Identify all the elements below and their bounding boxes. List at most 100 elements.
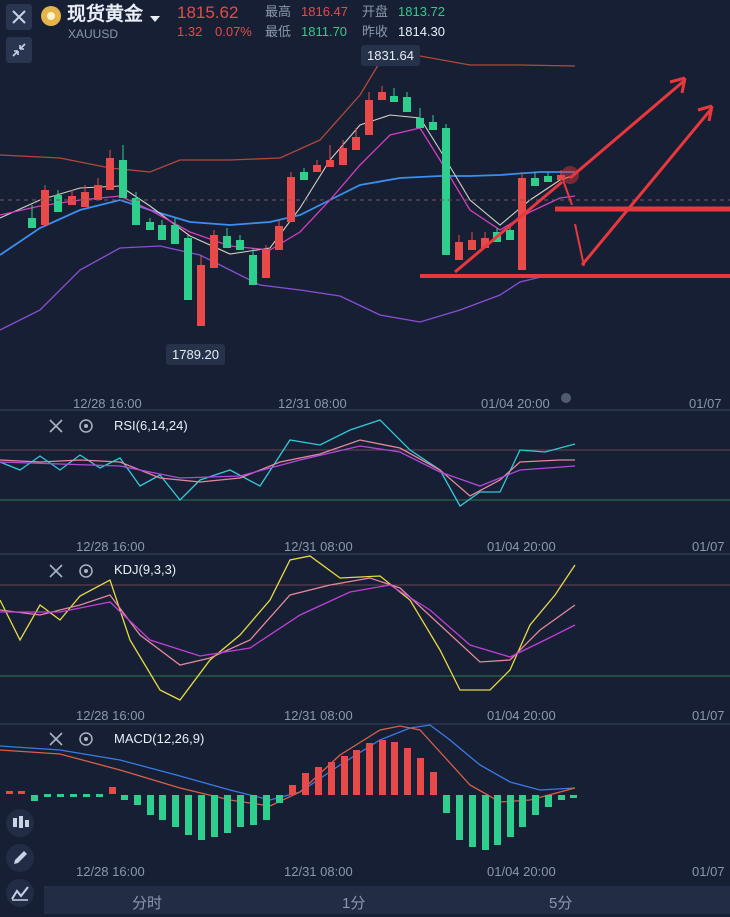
macd-histogram-bar — [57, 794, 64, 797]
macd-histogram-bar — [250, 795, 257, 825]
shrink-button[interactable] — [6, 37, 32, 63]
macd-histogram-bar — [237, 795, 244, 827]
candle — [236, 240, 244, 250]
pencil-icon — [14, 851, 27, 864]
high-value: 1816.47 — [301, 4, 348, 19]
tab-timeshare[interactable]: 分时 — [132, 895, 163, 912]
tab-1min[interactable]: 1分 — [342, 895, 366, 912]
candle — [262, 250, 270, 278]
kdj-k-line — [0, 577, 576, 666]
draw-tool-button[interactable] — [6, 844, 34, 872]
macd-time-tick-1: 12/28 16:00 — [76, 864, 145, 879]
header-bar — [0, 0, 730, 44]
macd-time-tick-3: 01/04 20:00 — [487, 864, 556, 879]
low-value: 1811.70 — [301, 24, 348, 39]
main-time-tick-4: 01/07 — [689, 396, 722, 411]
candle-type-button[interactable] — [6, 809, 34, 837]
macd-close-button[interactable] — [48, 731, 64, 752]
rsi-14-line — [0, 439, 575, 497]
rsi-time-tick-3: 01/04 20:00 — [487, 539, 556, 554]
macd-histogram-bar — [18, 791, 25, 794]
candle — [506, 230, 514, 240]
close-icon — [49, 564, 63, 578]
macd-histogram-bar — [315, 767, 322, 795]
macd-histogram-bar — [31, 795, 38, 801]
candle — [313, 165, 321, 172]
arrow-head — [669, 76, 687, 94]
kdj-time-tick-2: 12/31 08:00 — [284, 708, 353, 723]
instrument-title[interactable]: 现货黄金 — [67, 4, 144, 25]
main-time-tick-3: 01/04 20:00 — [481, 396, 550, 411]
candle — [106, 158, 114, 190]
candle — [378, 92, 386, 100]
close-icon — [49, 732, 63, 746]
gold-coin-icon — [41, 6, 61, 26]
kdj-time-tick-1: 12/28 16:00 — [76, 708, 145, 723]
macd-histogram-bar — [391, 742, 398, 795]
rsi-time-tick-1: 12/28 16:00 — [76, 539, 145, 554]
rsi-settings-button[interactable] — [78, 418, 94, 439]
rsi-close-button[interactable] — [48, 418, 64, 439]
macd-histogram-bar — [545, 795, 552, 807]
price-change-percent: 0.07% — [215, 24, 252, 39]
candle — [28, 218, 36, 228]
kdj-close-button[interactable] — [48, 563, 64, 584]
macd-histogram-bar — [456, 795, 463, 840]
instrument-symbol: XAUUSD — [68, 27, 119, 41]
kdj-time-tick-3: 01/04 20:00 — [487, 708, 556, 723]
candle — [544, 176, 552, 182]
high-label: 最高 — [265, 4, 292, 19]
macd-histogram-bar — [198, 795, 205, 840]
macd-label: MACD(12,26,9) — [114, 731, 205, 746]
trend-arrow-line — [454, 180, 563, 274]
tab-5min[interactable]: 5分 — [549, 895, 573, 912]
scroll-indicator — [561, 393, 571, 403]
candle — [518, 178, 526, 270]
candle — [481, 238, 489, 248]
macd-histogram-bar — [558, 795, 565, 800]
rsi-label: RSI(6,14,24) — [114, 418, 188, 433]
macd-histogram-bar — [6, 791, 13, 794]
macd-histogram-bar — [70, 794, 77, 797]
macd-time-tick-4: 01/07 — [692, 864, 725, 879]
up-arrow-line-2 — [580, 107, 714, 266]
macd-histogram-bar — [83, 794, 90, 797]
shrink-icon — [12, 43, 26, 57]
candle — [184, 238, 192, 300]
macd-histogram-bar — [404, 748, 411, 795]
macd-histogram-bar — [185, 795, 192, 835]
macd-histogram-bar — [276, 795, 283, 803]
indicator-button[interactable] — [6, 879, 34, 907]
open-value: 1813.72 — [398, 4, 445, 19]
prev-close-value: 1814.30 — [398, 24, 445, 39]
close-button[interactable] — [6, 4, 32, 30]
candle — [416, 118, 424, 128]
rsi-time-tick-4: 01/07 — [692, 539, 725, 554]
kdj-settings-button[interactable] — [78, 563, 94, 584]
candle — [223, 236, 231, 248]
candle — [119, 160, 127, 198]
mid-band-line — [0, 171, 575, 256]
candle — [94, 185, 102, 200]
candle — [339, 148, 347, 165]
candle — [390, 96, 398, 102]
macd-dif-line — [0, 725, 576, 807]
macd-histogram-bar — [134, 795, 141, 805]
upper-band-line — [0, 55, 576, 173]
macd-settings-button[interactable] — [78, 731, 94, 752]
candlestick-icon — [13, 816, 29, 828]
candle — [442, 128, 450, 255]
candle — [171, 225, 179, 244]
candle — [146, 222, 154, 230]
macd-histogram-bar — [469, 795, 476, 847]
macd-histogram-bar — [159, 795, 166, 820]
candle — [455, 242, 463, 260]
open-label: 开盘 — [362, 4, 389, 19]
candle — [557, 175, 565, 180]
down-arrow-short — [562, 179, 573, 206]
current-price: 1815.62 — [177, 3, 239, 22]
chevron-down-icon[interactable] — [150, 10, 160, 28]
rsi-time-tick-2: 12/31 08:00 — [284, 539, 353, 554]
macd-histogram-bar — [328, 762, 335, 795]
